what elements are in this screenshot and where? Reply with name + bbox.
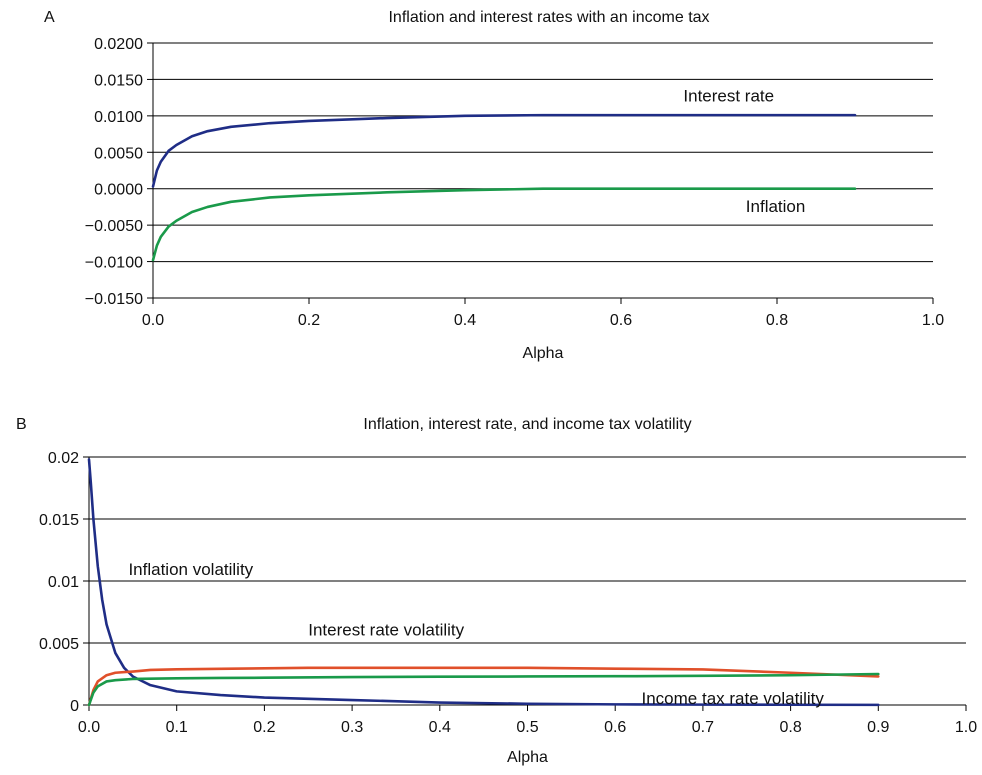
x-tick-label: 0.2 [298,312,320,329]
panel-label: B [16,416,27,433]
y-tick-label: 0.015 [39,512,79,529]
y-tick-label: 0.0050 [94,145,143,162]
annotation-label: Inflation volatility [128,560,253,579]
x-tick-label: 0.8 [779,719,801,736]
annotation-label: Inflation [746,197,806,216]
y-tick-label: 0.0150 [94,72,143,89]
annotation-label: Interest rate volatility [308,621,464,640]
series-line-income-tax-rate-volatility [87,672,880,707]
x-tick-label: 0.4 [429,719,451,736]
x-tick-label: 0.0 [78,719,100,736]
series-line-inflation [151,187,857,262]
x-tick-label: 0.0 [142,312,164,329]
series-line-inflation-volatility [87,458,880,707]
x-tick-label: 1.0 [955,719,977,736]
x-tick-label: 0.8 [766,312,788,329]
panel-a-chart: A Inflation and interest rates with an in… [44,9,944,362]
y-tick-label: −0.0050 [85,218,143,235]
x-tick-label: 0.9 [867,719,889,736]
x-tick-label: 0.4 [454,312,476,329]
x-tick-label: 0.6 [610,312,632,329]
panel-label: A [44,9,55,26]
panel-b-chart: B Inflation, interest rate, and income ta… [16,416,977,766]
x-tick-label: 0.3 [341,719,363,736]
chart-title: Inflation, interest rate, and income tax… [363,416,691,433]
x-tick-label: 0.5 [516,719,538,736]
y-tick-label: −0.0150 [85,291,143,308]
x-axis-label: Alpha [523,345,564,362]
y-tick-label: 0.0100 [94,109,143,126]
x-tick-label: 0.7 [692,719,714,736]
y-tick-label: 0 [70,698,79,715]
y-tick-label: 0.0000 [94,182,143,199]
x-tick-label: 0.6 [604,719,626,736]
y-tick-label: 0.0200 [94,36,143,53]
annotation-label: Income tax rate volatility [642,689,825,708]
x-tick-label: 0.1 [166,719,188,736]
y-tick-label: 0.02 [48,450,79,467]
x-tick-label: 0.2 [253,719,275,736]
y-tick-label: 0.01 [48,574,79,591]
y-tick-label: −0.0100 [85,255,143,272]
series-line-interest-rate-volatility [87,666,880,707]
x-axis-label: Alpha [507,749,548,766]
x-tick-label: 1.0 [922,312,944,329]
annotation-label: Interest rate [683,86,774,105]
chart-title: Inflation and interest rates with an inc… [388,9,709,26]
y-tick-label: 0.005 [39,636,79,653]
series-line-interest-rate [151,113,857,188]
